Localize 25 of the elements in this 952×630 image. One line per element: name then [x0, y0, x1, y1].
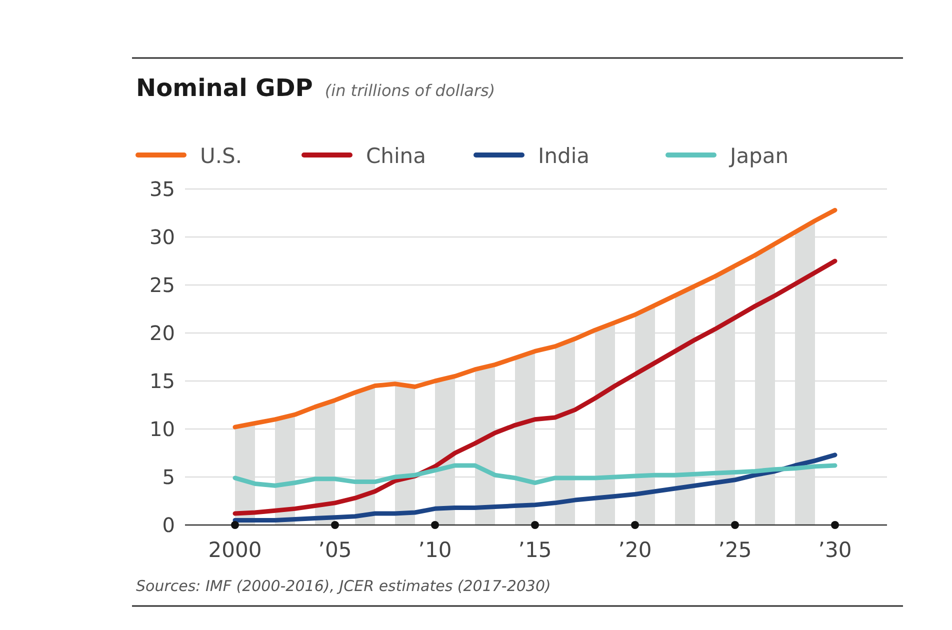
- line-series: [232, 463, 838, 488]
- line-series: [232, 258, 838, 516]
- y-tick-label: 5: [162, 465, 175, 489]
- line-series: [232, 208, 838, 430]
- source-note: Sources: IMF (2000-2016), JCER estimates (2017-2030): [136, 577, 551, 595]
- legend-label: Japan: [728, 144, 789, 168]
- y-tick-label: 30: [150, 225, 175, 249]
- x-tick-label: ’25: [718, 538, 752, 562]
- x-tick-label: ’30: [818, 538, 852, 562]
- chart-subtitle: (in trillions of dollars): [324, 81, 496, 100]
- y-tick-label: 20: [150, 321, 175, 345]
- x-tick-label: ’05: [318, 538, 352, 562]
- y-tick-label: 25: [150, 273, 175, 297]
- y-tick-label: 35: [150, 177, 175, 201]
- y-tick-label: 0: [162, 513, 175, 537]
- chart-title: Nominal GDP: [136, 74, 313, 102]
- legend-label: India: [538, 144, 590, 168]
- x-tick-label: ’10: [418, 538, 452, 562]
- y-tick-label: 10: [150, 417, 175, 441]
- legend-label: U.S.: [200, 144, 242, 168]
- legend-label: China: [366, 144, 426, 168]
- y-tick-label: 15: [150, 369, 175, 393]
- x-tick-label: ’20: [618, 538, 652, 562]
- x-tick-label: ’15: [518, 538, 552, 562]
- x-tick-label: 2000: [208, 538, 262, 562]
